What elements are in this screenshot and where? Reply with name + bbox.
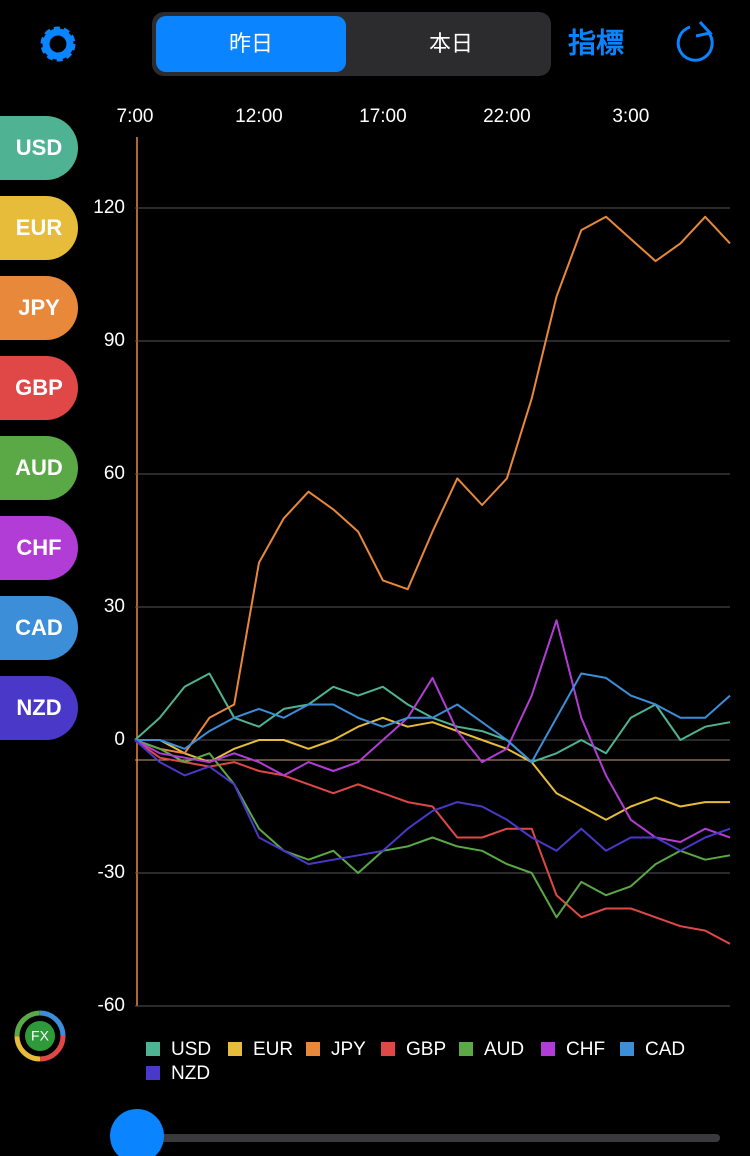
legend-swatch bbox=[146, 1066, 160, 1080]
logo: FX bbox=[14, 1010, 66, 1062]
tab-today[interactable]: 本日 bbox=[429, 31, 473, 56]
legend-label: CHF bbox=[566, 1039, 605, 1060]
legend-label: USD bbox=[171, 1039, 211, 1060]
currency-tab-label[interactable]: NZD bbox=[16, 695, 61, 720]
series-line bbox=[134, 619, 731, 843]
logo-ring-blue bbox=[14, 1010, 66, 1062]
indicator-button[interactable]: 指標 bbox=[568, 27, 624, 58]
x-tick-label: 3:00 bbox=[612, 106, 649, 127]
refresh-arc bbox=[676, 25, 714, 62]
currency-tab[interactable] bbox=[0, 596, 78, 660]
currency-tab[interactable] bbox=[0, 276, 78, 340]
logo-core bbox=[25, 1021, 55, 1051]
currency-tab[interactable] bbox=[0, 356, 78, 420]
plot: -60 -30 0 30 60 90 120 7:00 12:00 17:00 22:00 3:00 bbox=[93, 106, 731, 1016]
y-tick-label: 90 bbox=[104, 330, 125, 351]
y-tick-label: -60 bbox=[98, 995, 125, 1016]
series-line bbox=[134, 739, 731, 919]
gear-ring bbox=[42, 28, 74, 60]
refresh-button[interactable] bbox=[676, 20, 714, 62]
tab-yesterday[interactable]: 昨日 bbox=[229, 31, 273, 56]
settings-button[interactable] bbox=[40, 26, 76, 62]
currency-tab[interactable] bbox=[0, 436, 78, 500]
series-line bbox=[135, 672, 731, 764]
legend-label: EUR bbox=[253, 1039, 293, 1060]
legend-swatch bbox=[541, 1042, 555, 1056]
series-line bbox=[134, 215, 731, 755]
segment-selected[interactable] bbox=[156, 16, 346, 72]
currency-tabs: USD EUR JPY GBP AUD CHF CAD NZD bbox=[0, 116, 78, 740]
series-line bbox=[134, 739, 731, 866]
y-tick-label: 30 bbox=[104, 596, 125, 617]
currency-tab-label[interactable]: USD bbox=[16, 135, 62, 160]
currency-tab[interactable] bbox=[0, 116, 78, 180]
currency-tab-label[interactable]: EUR bbox=[16, 215, 63, 240]
currency-tab[interactable] bbox=[0, 676, 78, 740]
series-line bbox=[134, 739, 731, 945]
y-tick-label: 0 bbox=[114, 729, 125, 750]
logo-ring-green bbox=[14, 1010, 66, 1062]
logo-ring-yellow bbox=[14, 1010, 66, 1062]
x-tick-label: 22:00 bbox=[483, 106, 531, 127]
legend: USD EUR JPY GBP AUD CHF CAD NZD bbox=[146, 1039, 685, 1084]
legend-label: JPY bbox=[331, 1039, 366, 1060]
legend-label: AUD bbox=[484, 1039, 524, 1060]
currency-tab[interactable] bbox=[0, 516, 78, 580]
currency-tab-label[interactable]: CHF bbox=[16, 535, 61, 560]
y-tick-label: 60 bbox=[104, 463, 125, 484]
legend-swatch bbox=[306, 1042, 320, 1056]
currency-tab[interactable] bbox=[0, 196, 78, 260]
x-tick-label: 12:00 bbox=[235, 106, 283, 127]
legend-swatch bbox=[146, 1042, 160, 1056]
y-tick-label: -30 bbox=[98, 862, 125, 883]
currency-tab-label[interactable]: CAD bbox=[15, 615, 63, 640]
currency-tab-label[interactable]: AUD bbox=[15, 455, 63, 480]
logo-text: FX bbox=[31, 1028, 50, 1044]
x-tick-label: 17:00 bbox=[359, 106, 407, 127]
legend-label: CAD bbox=[645, 1039, 685, 1060]
legend-swatch bbox=[381, 1042, 395, 1056]
currency-tab-label[interactable]: JPY bbox=[18, 295, 60, 320]
legend-swatch bbox=[459, 1042, 473, 1056]
legend-label: GBP bbox=[406, 1039, 446, 1060]
legend-swatch bbox=[620, 1042, 634, 1056]
legend-swatch bbox=[228, 1042, 242, 1056]
x-tick-label: 7:00 bbox=[117, 106, 154, 127]
y-tick-label: 120 bbox=[93, 197, 125, 218]
slider-knob[interactable] bbox=[110, 1109, 164, 1156]
series-line bbox=[135, 716, 730, 821]
currency-tab-label[interactable]: GBP bbox=[15, 375, 63, 400]
legend-label: NZD bbox=[171, 1063, 210, 1084]
refresh-arrow bbox=[695, 20, 713, 38]
